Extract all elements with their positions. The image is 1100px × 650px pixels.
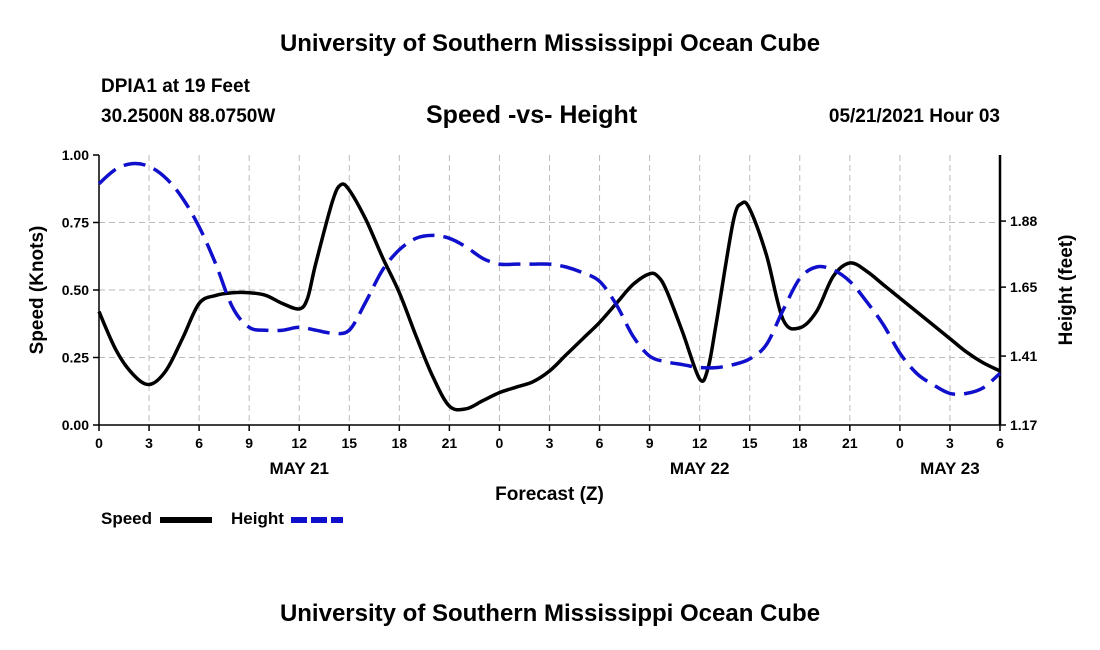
y-tick-label: 0.50 — [62, 282, 89, 298]
x-axis-title: Forecast (Z) — [495, 484, 604, 505]
y2-tick-label: 1.17 — [1010, 417, 1037, 433]
speed-height-chart: 0 3 6 9 12 15 18 21 0 3 6 9 12 15 18 21 0 3 6 MAY 21 MAY 22 M… — [27, 147, 1077, 505]
y-tick-label: 0.00 — [62, 417, 89, 433]
x-tick-label: 3 — [946, 435, 954, 451]
x-tick-label: 3 — [546, 435, 554, 451]
station-coords: 30.2500N 88.0750W — [101, 106, 276, 127]
page-title: University of Southern Mississippi Ocean… — [279, 30, 821, 57]
legend-height-swatch — [291, 517, 343, 523]
x-tick-label: 0 — [95, 435, 103, 451]
x-tick-label: 12 — [692, 435, 708, 451]
legend-height-label: Height — [231, 509, 284, 528]
x-tick-label: 6 — [996, 435, 1004, 451]
y-axis-title: Speed (Knots) — [27, 226, 48, 355]
chart-subtitle: Speed -vs- Height — [426, 101, 638, 129]
x-tick-label: 6 — [195, 435, 203, 451]
x-tick-label: 6 — [596, 435, 604, 451]
x-tick-label: 0 — [496, 435, 504, 451]
legend-speed-swatch — [160, 517, 212, 523]
x-tick-label: 15 — [742, 435, 758, 451]
x-tick-label: 15 — [341, 435, 357, 451]
x-tick-label: 0 — [896, 435, 904, 451]
x-tick-label: 21 — [442, 435, 458, 451]
forecast-datetime: 05/21/2021 Hour 03 — [828, 106, 1000, 127]
x-tick-label: 9 — [245, 435, 253, 451]
footer-title: University of Southern Mississippi Ocean… — [279, 600, 821, 627]
y2-tick-label: 1.41 — [1010, 348, 1037, 364]
x-tick-label: 12 — [291, 435, 307, 451]
y-tick-label: 0.25 — [62, 350, 89, 366]
date-label: MAY 22 — [670, 459, 730, 478]
x-tick-label: 18 — [392, 435, 408, 451]
x-tick-label: 18 — [792, 435, 808, 451]
speed-series-line — [97, 182, 1001, 412]
station-label: DPIA1 at 19 Feet — [101, 76, 250, 97]
date-label: MAY 23 — [920, 459, 980, 478]
y2-axis-title: Height (feet) — [1056, 235, 1077, 346]
x-tick-label: 3 — [145, 435, 153, 451]
y2-tick-label: 1.65 — [1010, 279, 1037, 295]
y-tick-label: 1.00 — [62, 147, 89, 163]
x-tick-label: 21 — [842, 435, 858, 451]
legend-speed-label: Speed — [101, 509, 153, 528]
height-series-line — [97, 161, 1002, 397]
y2-tick-label: 1.88 — [1010, 213, 1037, 229]
date-label: MAY 21 — [269, 459, 329, 478]
x-tick-label: 9 — [646, 435, 654, 451]
y-tick-label: 0.75 — [62, 215, 89, 231]
